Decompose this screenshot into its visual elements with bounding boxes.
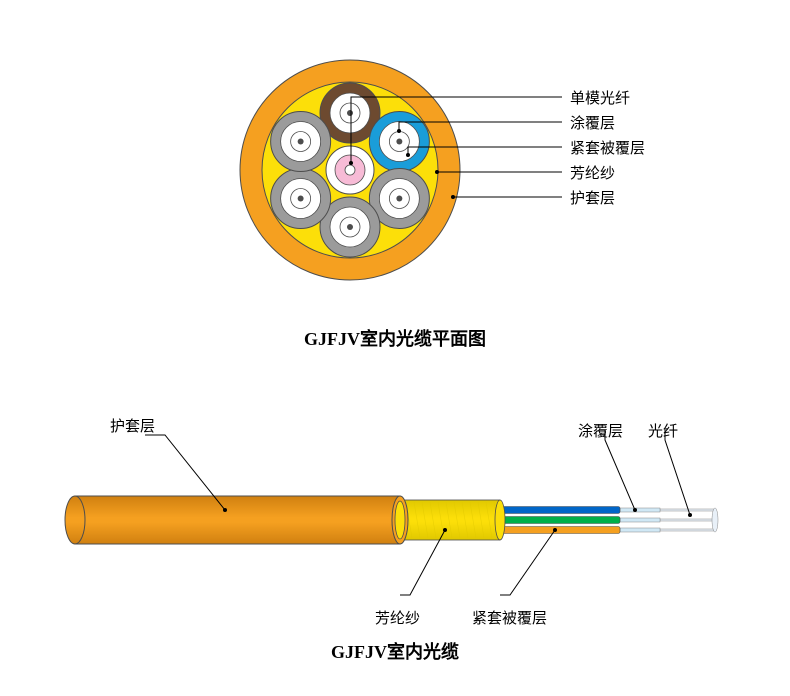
label-side-yarn: 芳纶纱 bbox=[375, 607, 420, 628]
label-side-tight-buffer: 紧套被覆层 bbox=[472, 607, 547, 628]
cross-section-caption: GJFJV室内光缆平面图 bbox=[0, 325, 790, 351]
label-side-jacket: 护套层 bbox=[110, 415, 155, 436]
label-single-mode-fiber: 单模光纤 bbox=[570, 87, 630, 108]
label-aramid-yarn: 芳纶纱 bbox=[570, 162, 615, 183]
side-view-caption: GJFJV室内光缆 bbox=[0, 638, 790, 664]
label-tight-buffer: 紧套被覆层 bbox=[570, 137, 645, 158]
label-side-fiber: 光纤 bbox=[648, 420, 678, 441]
label-jacket: 护套层 bbox=[570, 187, 615, 208]
label-side-coating: 涂覆层 bbox=[578, 420, 623, 441]
label-coating: 涂覆层 bbox=[570, 112, 615, 133]
